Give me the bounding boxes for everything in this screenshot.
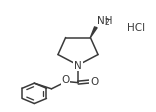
Text: 2: 2 (104, 18, 109, 27)
Text: NH: NH (97, 16, 112, 26)
Text: HCl: HCl (127, 23, 145, 33)
Text: O: O (61, 75, 70, 85)
Polygon shape (90, 28, 97, 38)
Text: N: N (74, 61, 82, 70)
Text: O: O (90, 77, 98, 87)
